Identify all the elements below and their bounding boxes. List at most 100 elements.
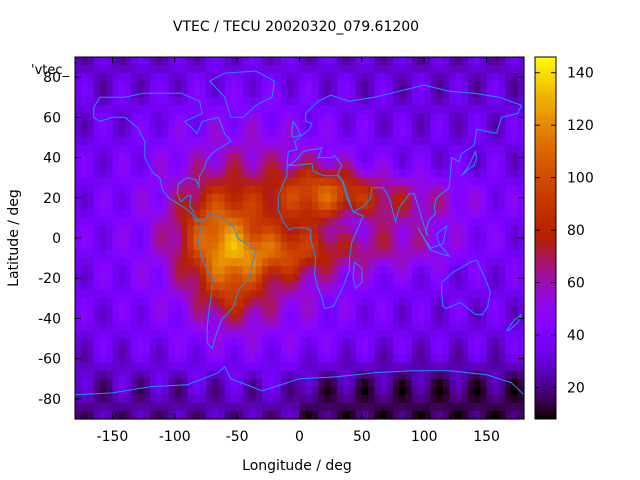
heatmap-cell [255, 322, 263, 332]
heatmap-cell [436, 370, 444, 380]
heatmap-cell [324, 65, 332, 74]
heatmap-cell [374, 266, 382, 275]
heatmap-cell [499, 290, 506, 299]
heatmap-cell [299, 201, 307, 211]
heatmap-cell [287, 225, 294, 235]
y-tick-label: -20 [38, 271, 61, 287]
heatmap-cell [131, 65, 138, 74]
heatmap-cell [124, 242, 132, 251]
heatmap-cell [262, 177, 269, 187]
heatmap-cell [343, 201, 350, 211]
heatmap-cell [106, 322, 114, 332]
colorbar-tick-label: 120 [567, 118, 594, 134]
heatmap-cell [212, 274, 220, 283]
heatmap-cell [280, 201, 288, 211]
heatmap-cell [243, 266, 251, 275]
colorbar-tick-label: 140 [567, 66, 594, 82]
heatmap-cell [112, 177, 120, 187]
heatmap-cell [336, 81, 344, 90]
heatmap-cell [386, 105, 394, 114]
heatmap-cell [442, 137, 450, 147]
colorbar-swatch [535, 382, 556, 387]
heatmap-cell [467, 209, 475, 219]
heatmap-cell [318, 161, 326, 171]
heatmap-cell [124, 89, 132, 98]
heatmap-cell [187, 177, 195, 187]
heatmap-cell [349, 121, 357, 130]
heatmap-cell [237, 410, 244, 420]
heatmap-cell [480, 105, 488, 114]
heatmap-cell [274, 402, 282, 412]
heatmap-cell [168, 378, 176, 388]
heatmap-cell [411, 266, 419, 275]
heatmap-cell [212, 81, 220, 90]
heatmap-cell [318, 266, 326, 275]
heatmap-cell [417, 201, 425, 211]
heatmap-cell [237, 161, 244, 171]
heatmap-cell [212, 209, 220, 219]
heatmap-cell [262, 242, 269, 251]
heatmap-cell [149, 153, 157, 163]
heatmap-cell [156, 346, 163, 356]
heatmap-cell [81, 394, 89, 404]
heatmap-cell [174, 57, 182, 66]
heatmap-cell [505, 266, 513, 275]
heatmap-cell [380, 266, 388, 275]
heatmap-cell [511, 370, 519, 380]
heatmap-cell [480, 250, 488, 259]
heatmap-cell [237, 362, 244, 372]
heatmap-cell [268, 298, 276, 307]
heatmap-cell [330, 129, 338, 139]
heatmap-cell [106, 129, 114, 139]
heatmap-cell [280, 185, 288, 195]
heatmap-cell [224, 97, 232, 106]
heatmap-cell [480, 338, 488, 348]
heatmap-cell [224, 394, 232, 404]
heatmap-cell [293, 282, 301, 291]
heatmap-cell [99, 362, 107, 372]
heatmap-cell [193, 89, 201, 98]
heatmap-cell [349, 89, 357, 98]
heatmap-cell [230, 193, 238, 203]
heatmap-cell [224, 225, 232, 235]
heatmap-cell [249, 201, 257, 211]
heatmap-cell [399, 282, 407, 291]
heatmap-cell [143, 145, 151, 155]
heatmap-cell [324, 394, 332, 404]
heatmap-cell [399, 81, 407, 90]
colorbar-swatch [535, 96, 556, 100]
heatmap-cell [218, 65, 226, 74]
heatmap-cell [430, 97, 438, 106]
colorbar-swatch [535, 352, 556, 357]
heatmap-cell [449, 177, 457, 187]
heatmap-cell [411, 121, 419, 130]
colorbar-swatch [535, 126, 556, 130]
heatmap-cell [405, 378, 413, 388]
heatmap-cell [318, 185, 326, 195]
heatmap-cell [205, 193, 213, 203]
heatmap-cell [162, 105, 170, 114]
heatmap-cell [280, 266, 288, 275]
heatmap-cell [299, 266, 307, 275]
heatmap-cell [349, 177, 357, 187]
heatmap-cell [442, 65, 450, 74]
heatmap-cell [212, 89, 220, 98]
heatmap-cell [480, 362, 488, 372]
heatmap-cell [212, 65, 220, 74]
heatmap-cell [305, 346, 313, 356]
heatmap-cell [262, 402, 269, 412]
heatmap-cell [293, 290, 301, 299]
heatmap-cell [393, 65, 400, 74]
heatmap-cell [380, 89, 388, 98]
heatmap-cell [336, 378, 344, 388]
heatmap-cell [118, 378, 126, 388]
heatmap-cell [262, 225, 269, 235]
heatmap-cell [424, 402, 432, 412]
heatmap-cell [411, 225, 419, 235]
heatmap-cell [181, 161, 188, 171]
heatmap-cell [162, 402, 170, 412]
heatmap-cell [461, 65, 469, 74]
heatmap-cell [218, 394, 226, 404]
heatmap-cell [75, 346, 82, 356]
heatmap-cell [162, 410, 170, 420]
